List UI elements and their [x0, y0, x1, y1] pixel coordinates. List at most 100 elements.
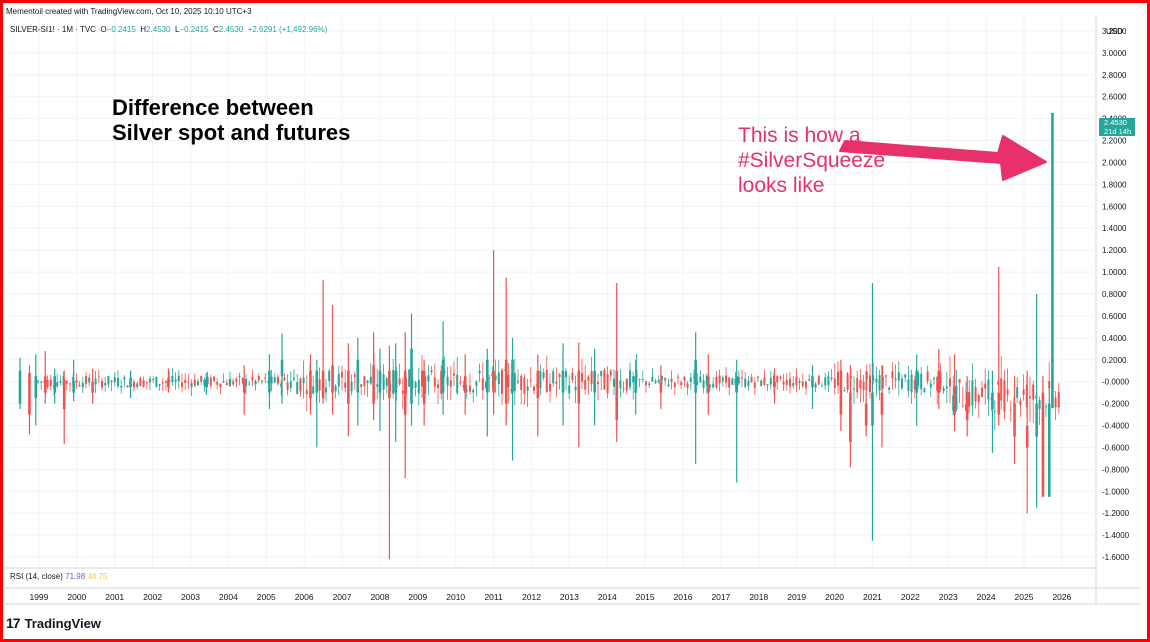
minor-candle-body: [203, 379, 206, 386]
tradingview-logo[interactable]: 17 TradingView: [6, 615, 101, 631]
candle: [953, 354, 956, 431]
annotation-line2: #SilverSqueeze: [738, 149, 886, 172]
arrow-annotation: [839, 135, 1047, 181]
headline-line1: Difference between: [112, 95, 314, 120]
candle-body: [1013, 403, 1016, 437]
minor-candle-body: [891, 371, 894, 379]
minor-candle-body: [286, 382, 289, 391]
minor-candle-body: [878, 375, 881, 391]
rsi-legend[interactable]: RSI (14, close) 71.98 48.75: [10, 572, 107, 581]
minor-candle-body: [414, 382, 417, 388]
minor-candle-body: [833, 378, 836, 388]
bar-countdown: 21d 14h: [1104, 127, 1132, 136]
minor-candle-body: [814, 383, 817, 388]
rsi-ma-value: 48.75: [87, 572, 108, 581]
minor-candle-body: [584, 380, 587, 390]
minor-candle-body: [696, 381, 699, 385]
x-tick-label: 2017: [711, 592, 730, 602]
candle-body: [403, 370, 407, 415]
candle: [280, 333, 284, 404]
x-tick-label: 2020: [825, 592, 844, 602]
minor-candle-body: [776, 375, 779, 383]
minor-candle-body: [165, 381, 167, 383]
currency-label[interactable]: USD: [1106, 27, 1123, 36]
minor-candle-body: [805, 381, 807, 388]
minor-candle-body: [158, 384, 161, 386]
minor-candle-body: [974, 387, 977, 402]
x-tick-label: 2026: [1052, 592, 1071, 602]
minor-candle-body: [862, 382, 865, 391]
y-tick-label: -0.6000: [1102, 443, 1130, 452]
candle: [129, 370, 132, 399]
minor-candle-body: [590, 371, 593, 385]
y-tick-label: 2.6000: [1102, 93, 1127, 102]
minor-candle-body: [526, 386, 529, 392]
minor-candle-body: [782, 381, 785, 385]
minor-candle-body: [1022, 389, 1025, 395]
candle-body: [268, 370, 271, 393]
minor-candle-body: [661, 376, 663, 380]
minor-candle-body: [328, 370, 331, 381]
candle: [485, 348, 489, 437]
minor-candle-body: [801, 381, 804, 387]
minor-candle-body: [872, 375, 875, 381]
minor-candle-body: [625, 378, 628, 391]
y-tick-label: 1.4000: [1102, 224, 1127, 233]
minor-candle-body: [760, 380, 763, 386]
minor-candle-body: [913, 379, 916, 390]
candle-body: [167, 378, 170, 388]
minor-candle-body: [619, 380, 622, 389]
minor-candle-body: [206, 376, 209, 385]
minor-candle-body: [408, 369, 411, 387]
candle: [321, 279, 325, 404]
candle: [422, 359, 426, 426]
minor-candle-body: [574, 386, 577, 391]
minor-candle-body: [193, 379, 196, 386]
rsi-label: RSI (14, close): [10, 572, 63, 581]
minor-candle-body: [721, 377, 724, 382]
candle-body: [315, 370, 319, 393]
minor-candle-body: [875, 378, 878, 383]
x-tick-label: 2013: [560, 592, 579, 602]
x-tick-label: 2011: [484, 592, 503, 602]
minor-candle-body: [1045, 406, 1047, 408]
y-tick-label: -1.4000: [1102, 531, 1130, 540]
minor-candle-body: [398, 378, 401, 385]
candle-body: [561, 370, 565, 393]
minor-candle-body: [609, 370, 612, 376]
minor-candle-body: [497, 372, 500, 385]
minor-candle-body: [763, 377, 766, 385]
candle: [463, 354, 467, 415]
minor-candle-body: [581, 372, 583, 382]
minor-candle-body: [728, 377, 731, 388]
symbol-legend[interactable]: SILVER-SI1! · 1M · TVC O−0.2415 H2.4530 …: [10, 25, 327, 34]
minor-candle-body: [693, 376, 695, 378]
x-tick-label: 2019: [787, 592, 806, 602]
headline-line2: Silver spot and futures: [112, 120, 351, 145]
candle: [811, 365, 814, 410]
x-tick-label: 2001: [105, 592, 124, 602]
minor-candle-body: [229, 378, 231, 387]
minor-candle-body: [149, 378, 151, 383]
minor-candle-body: [885, 375, 887, 377]
minor-candle-body: [392, 369, 395, 394]
minor-candle-body: [961, 405, 964, 407]
minor-candle-body: [680, 382, 683, 385]
minor-candle-body: [1016, 387, 1019, 398]
minor-candle-body: [94, 378, 97, 385]
minor-candle-body: [613, 378, 615, 387]
x-tick-label: 2023: [939, 592, 958, 602]
minor-candle-body: [145, 381, 148, 383]
candle-body: [1047, 403, 1051, 497]
candle-body: [504, 359, 508, 404]
minor-candle-body: [462, 385, 465, 388]
close-value: 2.4530: [218, 25, 244, 34]
minor-candle-body: [245, 378, 247, 387]
minor-candle-body: [789, 378, 791, 387]
minor-candle-body: [741, 377, 743, 379]
low-value: −0.2415: [179, 25, 209, 34]
candle: [403, 332, 407, 479]
minor-candle-body: [757, 376, 759, 378]
candle-body: [915, 370, 918, 393]
